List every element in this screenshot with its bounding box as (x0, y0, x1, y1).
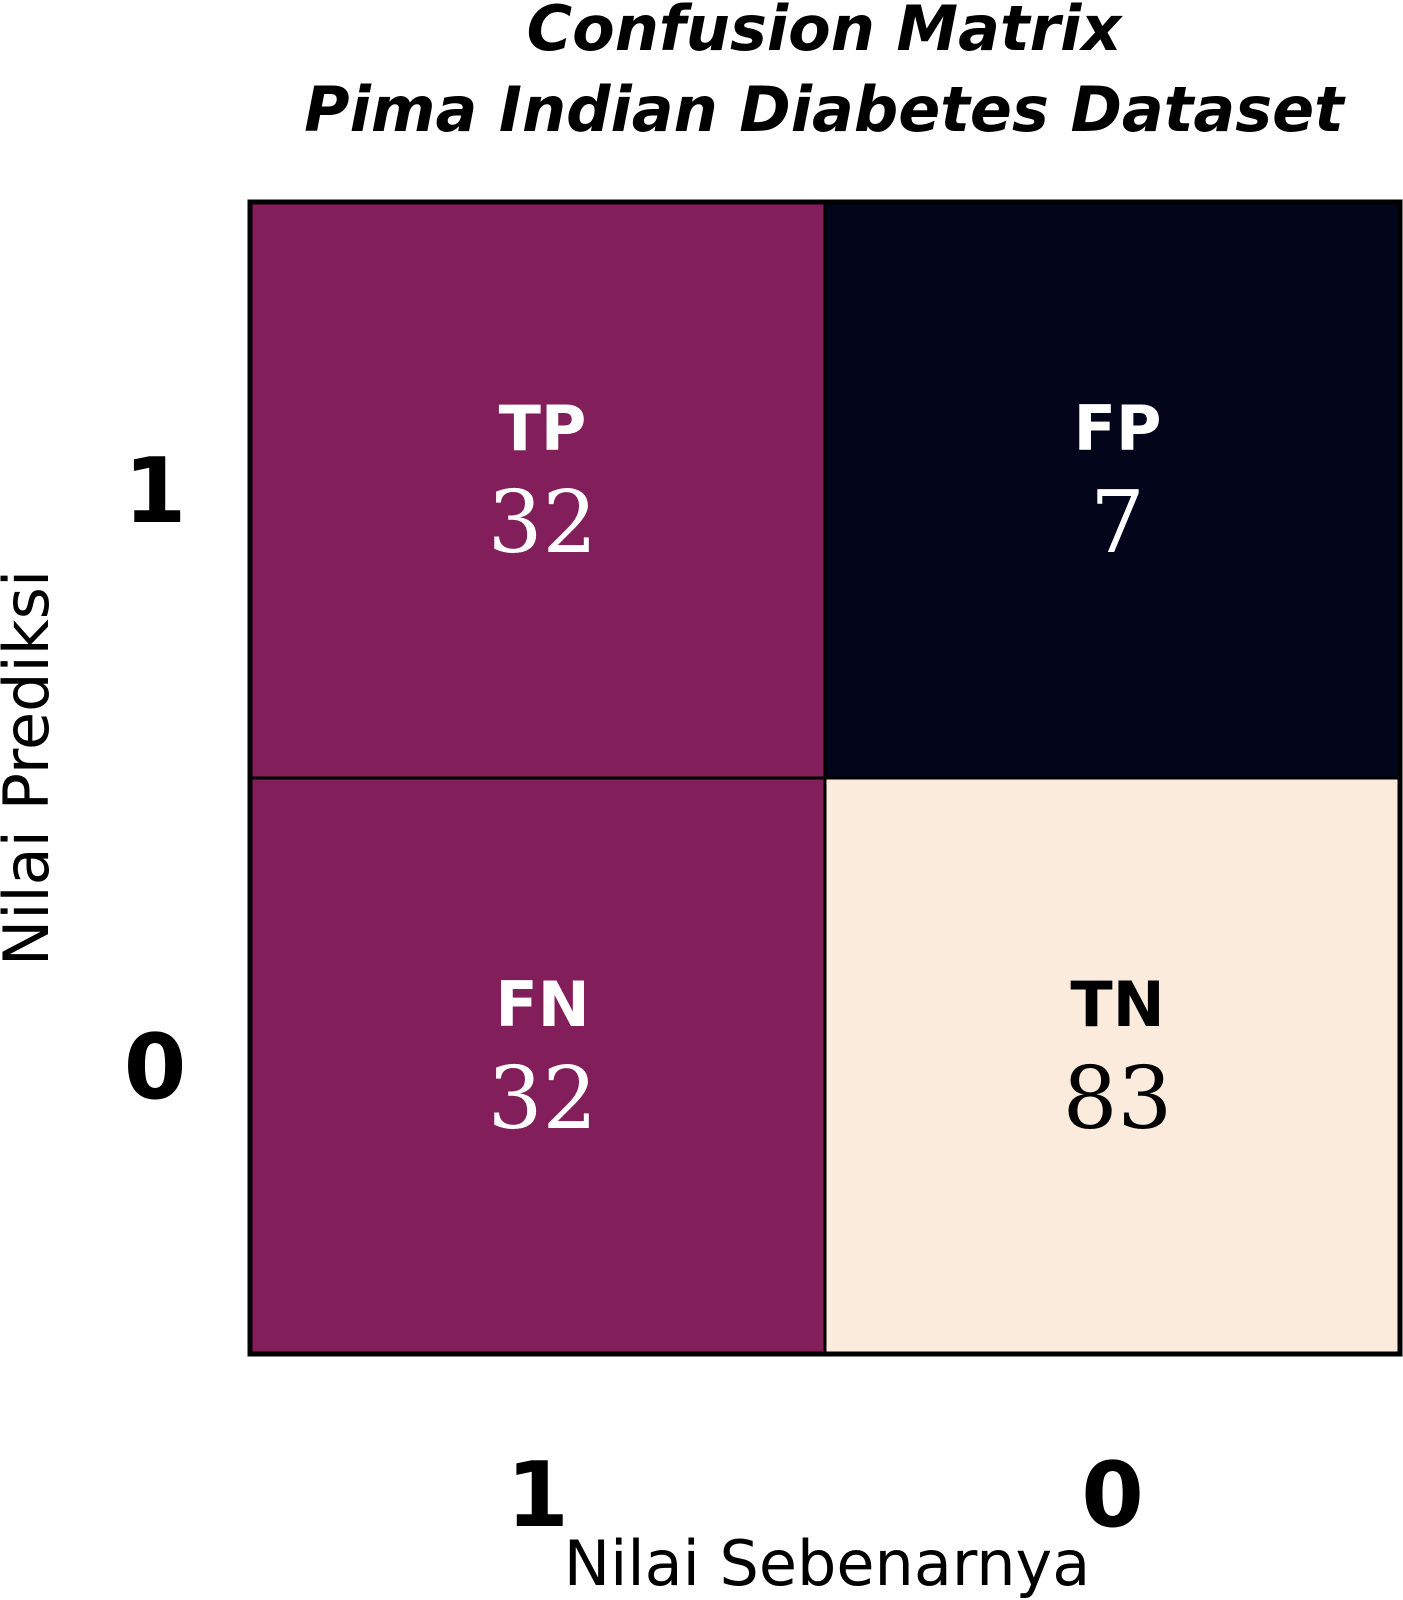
x-tick-label: 1 (506, 1443, 569, 1548)
cell-tn-label: TN (1070, 968, 1164, 1041)
cell-tn-value: 83 (1063, 1049, 1172, 1149)
cell-fp (825, 202, 1400, 778)
y-tick-label: 0 (124, 1015, 187, 1120)
y-tick-label: 1 (124, 439, 187, 544)
cell-fp-label: FP (1074, 392, 1162, 465)
cell-tp-value: 32 (488, 473, 597, 573)
chart-subtitle: Pima Indian Diabetes Dataset (304, 73, 1346, 146)
cell-fn (250, 778, 825, 1354)
cell-fn-value: 32 (488, 1049, 597, 1149)
axis-ticks: 1 0 1 0 (124, 439, 1144, 1548)
chart-title: Confusion Matrix (527, 0, 1124, 65)
cell-tp (250, 202, 825, 778)
matrix-cells: TP 32 FP 7 FN 32 TN 83 (250, 202, 1400, 1354)
cell-fp-value: 7 (1090, 473, 1145, 573)
cell-tn (825, 778, 1400, 1354)
cell-tp-label: TP (499, 392, 587, 465)
x-axis-label: Nilai Sebenarnya (564, 1527, 1090, 1600)
cell-fn-label: FN (495, 968, 589, 1041)
x-tick-label: 0 (1081, 1443, 1144, 1548)
y-axis-label: Nilai Prediksi (0, 570, 63, 966)
matrix-grid (247, 199, 1403, 1357)
